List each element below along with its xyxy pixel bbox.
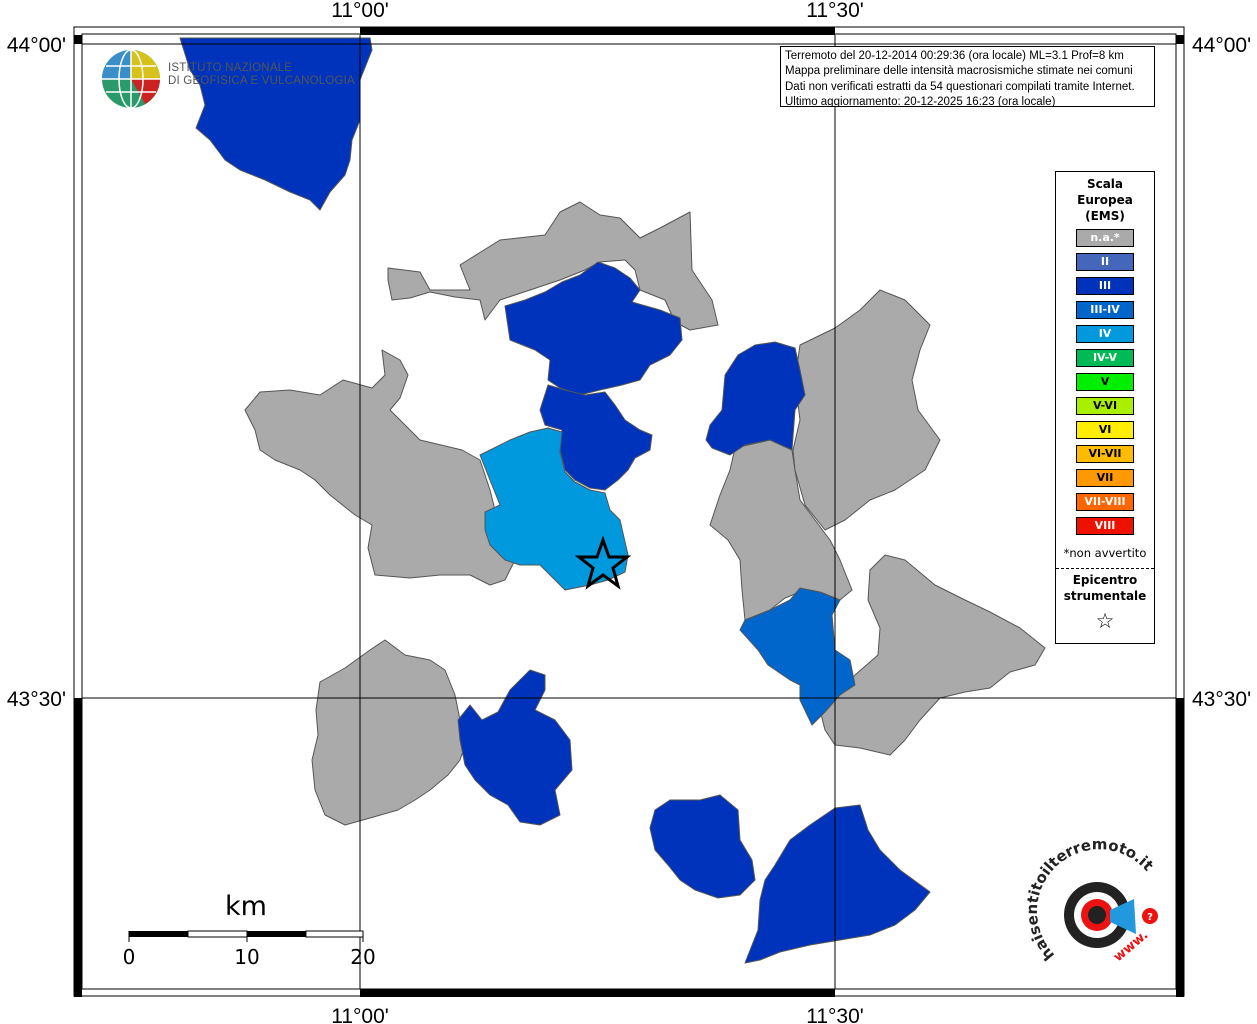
legend-divider [1056,568,1154,569]
legend-swatch: V [1076,373,1134,391]
ingv-name-line1: ISTITUTO NAZIONALE [168,62,293,74]
legend-star-icon: ☆ [1095,609,1115,633]
coord-top-1130: 11°30' [806,0,864,22]
event-info-line2: Mappa preliminare delle intensità macros… [785,65,1133,78]
municipality-polygons [179,37,1046,964]
legend-swatch: V-VI [1076,397,1134,415]
legend-swatch: VI [1076,421,1134,439]
ingv-name-line2: DI GEOFISICA E VULCANOLOGIA [168,75,355,87]
scale-tick-0: 0 [123,945,136,969]
globe-icon [102,49,160,109]
event-info-box: Terremoto del 20-12-2014 00:29:36 (ora l… [780,46,1155,107]
graticule-border [74,27,1184,997]
question-icon [1142,908,1158,924]
graticule-lines [82,35,1176,989]
legend-title-3: (EMS) [1085,209,1125,223]
comune-iii-iv [739,587,856,726]
comune-iii-north [504,261,683,396]
svg-text:?: ? [1147,912,1153,923]
map-frame-outer [73,26,1185,997]
event-info-line1: Terremoto del 20-12-2014 00:29:36 (ora l… [785,50,1124,62]
ingv-logo: ISTITUTO NAZIONALE DI GEOFISICA E VULCAN… [100,48,355,110]
scale-bar [128,930,364,942]
legend-swatch: IV-V [1076,349,1134,367]
comune-iv-epicenter [479,427,629,591]
comune-na-north [387,201,719,331]
scale-tick-10: 10 [234,945,259,969]
legend-epicenter-line1: Epicentro [1072,573,1138,587]
comune-iii-southwest [457,669,573,826]
comune-iii-south [649,794,756,899]
comune-na-west [244,349,516,586]
legend-swatch: III [1076,277,1134,295]
legend-swatch: VII [1076,469,1134,487]
map-frame-inner [81,33,1177,990]
comune-na-southwest [311,639,466,826]
coord-top-1100: 11°00' [331,0,389,22]
coord-bottom-1130: 11°30' [806,1005,864,1024]
event-info-line3: Dati non verificati estratti da 54 quest… [785,80,1135,93]
coord-left-4400: 44°00' [7,34,66,57]
megaphone-icon [1110,899,1136,934]
coord-left-4330: 43°30' [7,688,66,711]
legend-epicenter-line2: strumentale [1063,589,1147,603]
scale-tick-20: 20 [350,945,375,969]
legend-swatch: IV [1076,325,1134,343]
comune-na-east [819,554,1046,756]
legend-swatch: II [1076,253,1134,271]
legend-swatch: III-IV [1076,301,1134,319]
legend-swatch: n.a.* [1076,229,1134,247]
haisentito-logo: ? haisentitoilterremoto.it www. [1023,835,1158,965]
comune-na-northeast [792,289,941,531]
comune-iii-southeast [744,804,931,964]
epicenter-star-icon [574,535,632,590]
coord-right-4400: 44°00' [1192,34,1251,57]
legend-swatch: VII-VIII [1076,493,1134,511]
coord-right-4330: 43°30' [1192,688,1251,711]
ems-legend: Scala Europea (EMS) n.a.* II III III-IV IV IV… [1055,171,1155,644]
scale-unit: km [225,891,267,922]
legend-swatch: VIII [1076,517,1134,535]
legend-swatch: VI-VII [1076,445,1134,463]
coord-bottom-1100: 11°00' [331,1005,389,1024]
legend-note: *non avvertito [1063,546,1147,560]
legend-title-2: Europea [1077,193,1133,207]
legend-title-1: Scala [1086,177,1124,191]
event-info-line4: Ultimo aggiornamento: 20-12-2025 16:23 (… [785,96,1056,107]
comune-iii-east [705,341,806,456]
